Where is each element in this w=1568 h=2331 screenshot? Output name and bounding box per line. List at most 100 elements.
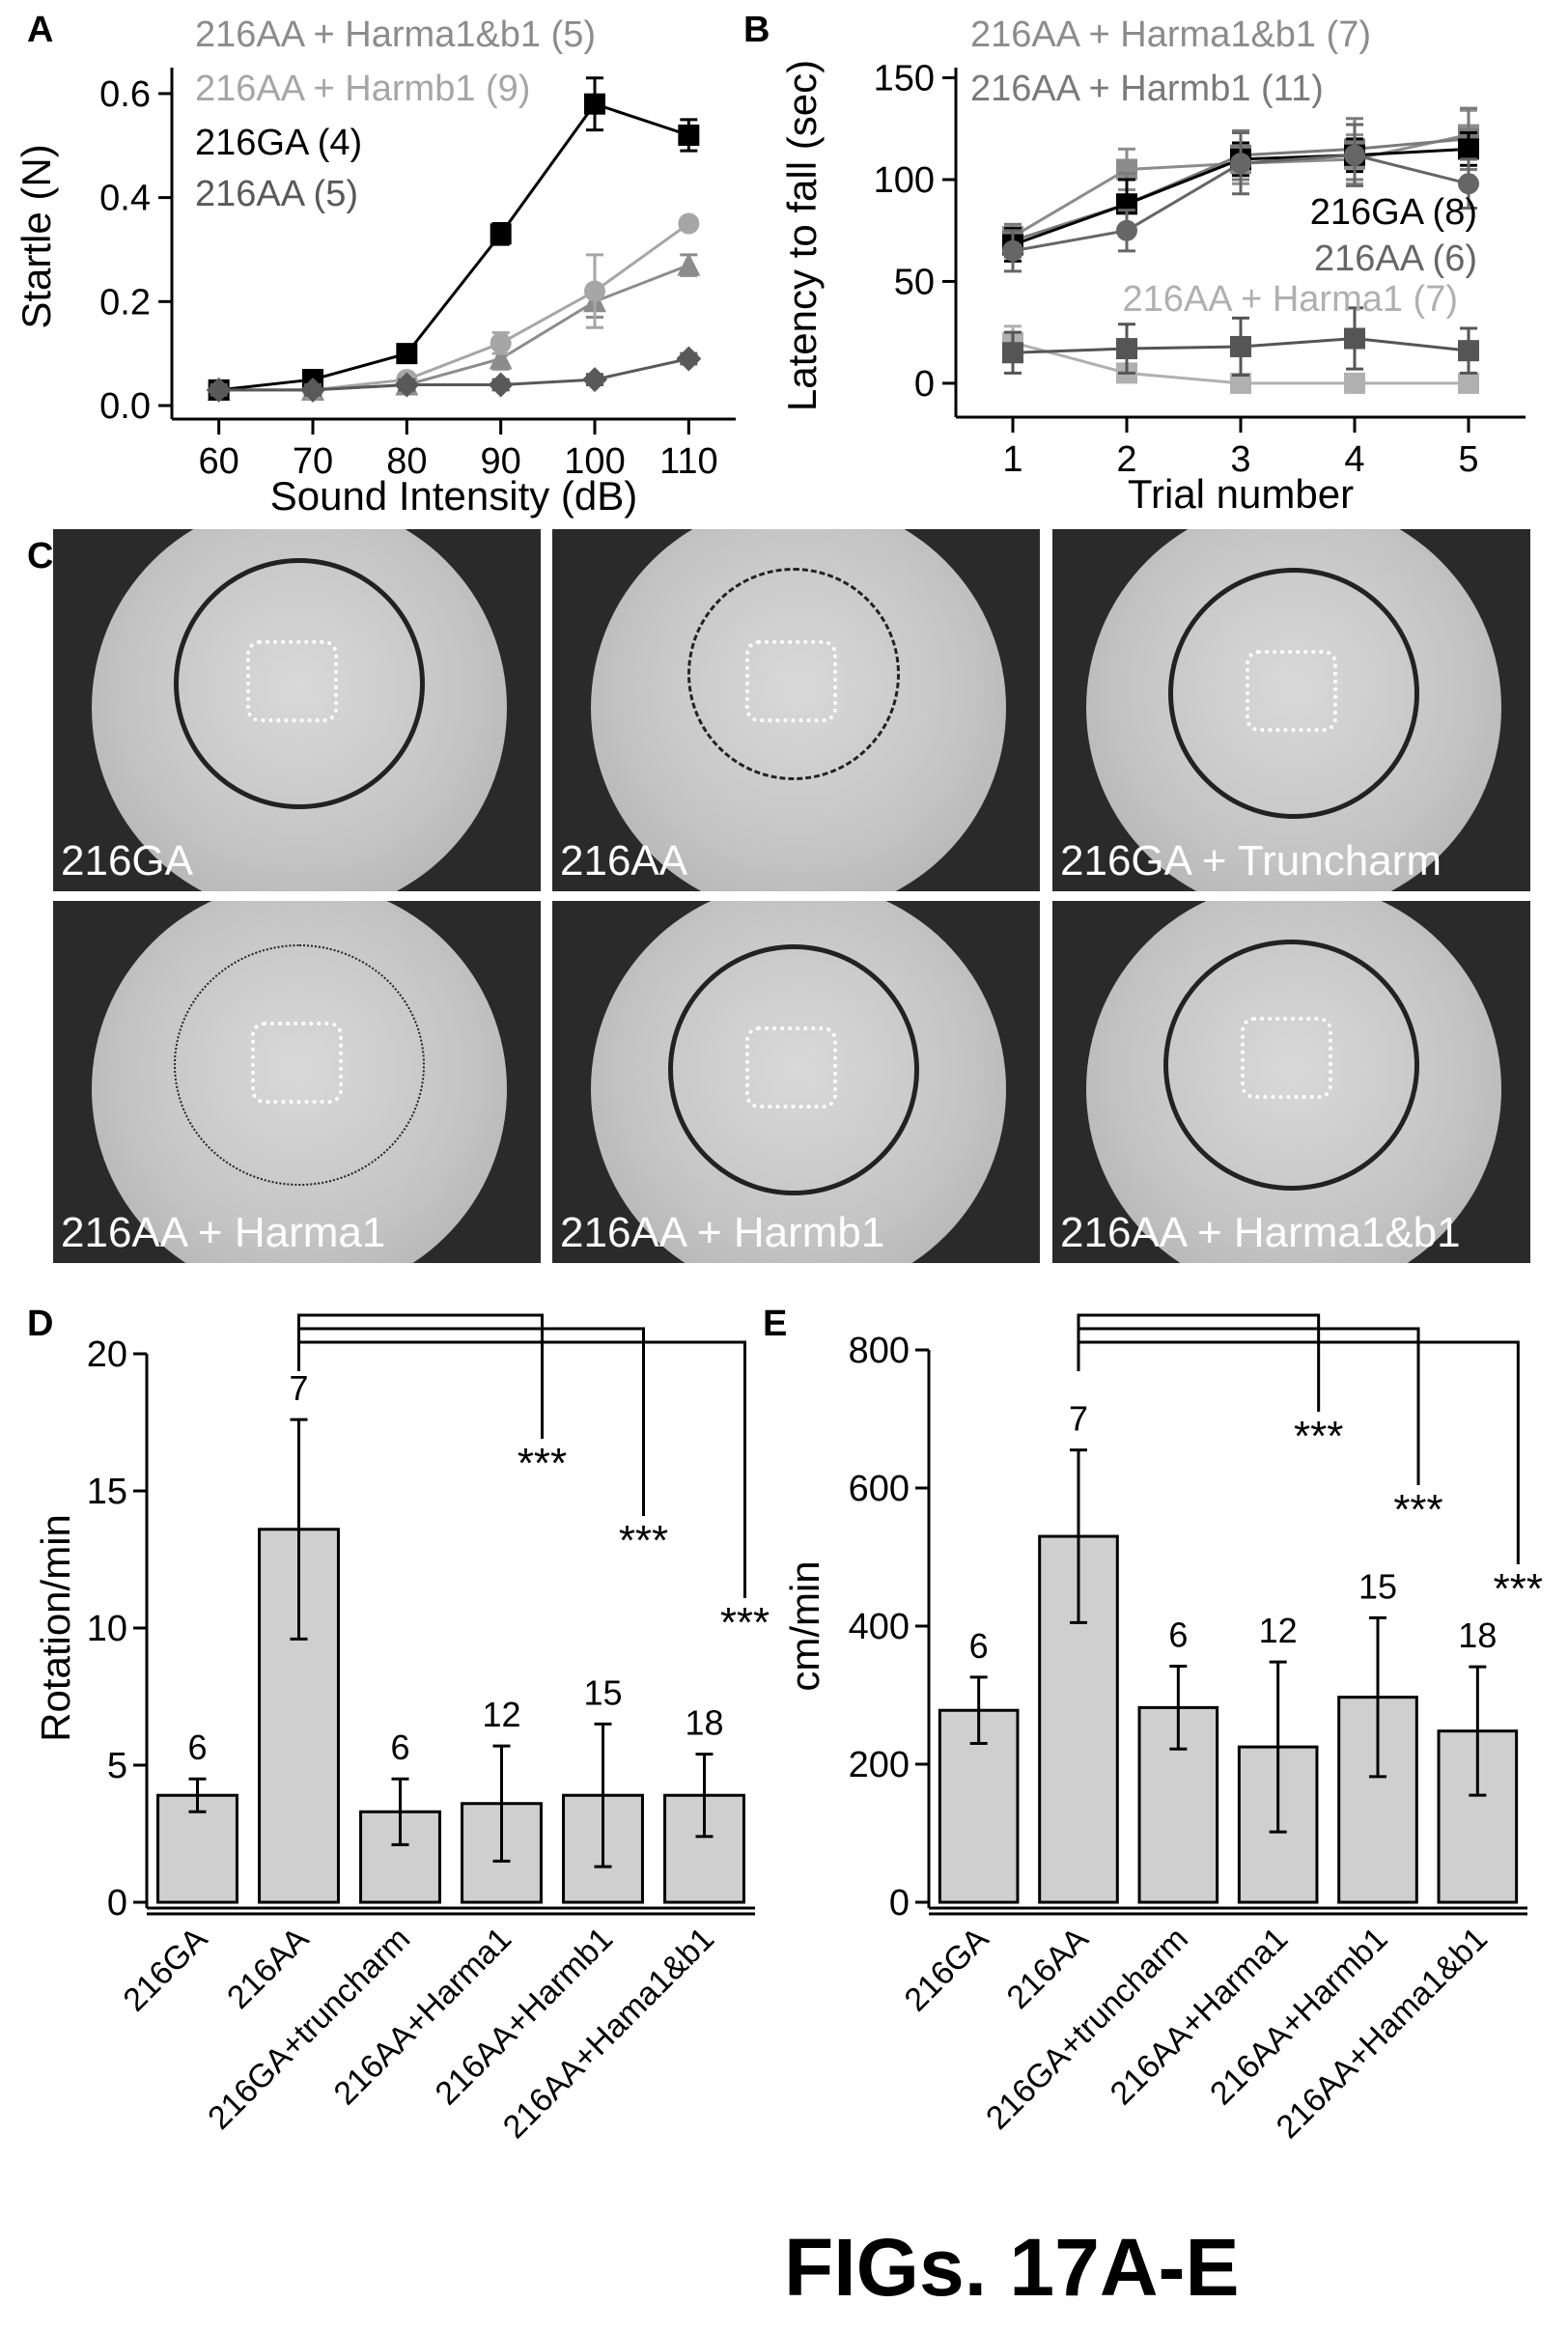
y-tick-label: 0 — [889, 1883, 910, 1924]
error-bar — [1169, 1664, 1188, 1751]
significance-stars: *** — [518, 1440, 567, 1487]
legend-entry: 216AA + Harma1&b1 (5) — [195, 14, 596, 55]
data-point — [1344, 327, 1365, 350]
error-bar — [1070, 1448, 1087, 1624]
photo-caption: 216AA — [560, 837, 688, 885]
photo-caption: 216AA + Harma1 — [61, 1209, 386, 1256]
data-point — [1230, 335, 1251, 357]
y-axis-label: Rotation/min — [33, 1514, 78, 1742]
error-bar — [492, 1744, 511, 1863]
x-tick-label: 216GA — [898, 1921, 996, 2019]
legend-entry: 216AA + Harmb1 (11) — [970, 69, 1324, 109]
error-bar — [1269, 1660, 1287, 1834]
data-point — [677, 252, 701, 276]
x-tick-label: 216AA+Harma1 — [327, 1921, 519, 2113]
open-field-photo: 216GA + Truncharm — [1052, 529, 1530, 891]
series-line — [218, 357, 689, 392]
x-tick-label: 110 — [659, 441, 718, 482]
figure-title: FIGs. 17A-E — [784, 2222, 1240, 2313]
x-tick-label: 216AA+Harma1 — [1104, 1921, 1296, 2113]
data-point — [584, 280, 605, 302]
significance-stars: *** — [1494, 1565, 1543, 1613]
error-bar — [1469, 1665, 1487, 1797]
open-field-photo: 216AA + Harmb1 — [552, 901, 1040, 1263]
error-bar — [1369, 1615, 1386, 1779]
y-tick-label: 20 — [87, 1334, 127, 1375]
data-point — [1344, 144, 1365, 166]
panel-letter-a: A — [27, 10, 54, 50]
x-tick-label: 80 — [386, 441, 427, 482]
data-point — [584, 93, 605, 115]
y-axis-label: Startle (N) — [14, 144, 59, 328]
data-point — [489, 346, 513, 370]
data-point — [396, 343, 418, 365]
x-tick-label: 100 — [564, 441, 625, 482]
y-axis-label: cm/min — [782, 1560, 827, 1691]
error-bar — [594, 1722, 612, 1868]
open-field-photo: 216GA — [53, 529, 541, 891]
data-point — [582, 367, 607, 393]
significance-bracket — [1077, 1340, 1520, 1564]
photo-caption: 216AA + Harma1&b1 — [1060, 1209, 1461, 1256]
open-field-photo: 216AA + Harma1&b1 — [1052, 901, 1530, 1263]
significance-bracket — [297, 1327, 645, 1516]
data-point — [1458, 372, 1479, 394]
data-point — [1116, 219, 1137, 241]
data-point — [678, 212, 700, 235]
y-tick-label: 15 — [87, 1472, 127, 1512]
y-tick-label: 600 — [849, 1469, 910, 1509]
error-bar — [695, 1753, 714, 1839]
significance-stars: *** — [1294, 1413, 1343, 1460]
data-point — [490, 223, 512, 245]
legend-entry: 216AA + Harma1 (7) — [1123, 279, 1458, 320]
sample-size-label: 12 — [1259, 1611, 1298, 1650]
y-tick-label: 200 — [849, 1745, 910, 1785]
x-tick-label: 5 — [1458, 439, 1478, 480]
sample-size-label: 15 — [583, 1672, 622, 1712]
y-axis-label: Latency to fall (sec) — [779, 60, 825, 411]
photo-caption: 216GA — [61, 837, 193, 885]
data-point — [678, 125, 700, 146]
significance-bracket-line — [297, 1340, 746, 1598]
data-point — [1002, 342, 1023, 364]
x-tick-label: 90 — [481, 441, 521, 482]
x-tick-label: 4 — [1344, 439, 1364, 480]
y-tick-label: 50 — [894, 262, 935, 302]
sample-size-label: 6 — [1168, 1615, 1188, 1654]
legend-entry: 216AA (5) — [195, 174, 358, 214]
y-tick-label: 0.2 — [99, 282, 151, 323]
x-tick-label: 60 — [199, 441, 239, 482]
y-tick-label: 0.4 — [99, 179, 151, 219]
y-tick-label: 0.0 — [99, 386, 151, 427]
significance-bracket-line — [297, 1313, 544, 1439]
sample-size-label: 6 — [390, 1727, 409, 1767]
data-point — [676, 346, 702, 372]
series-line — [218, 264, 689, 392]
x-tick-label: 3 — [1230, 439, 1250, 480]
data-point — [300, 377, 325, 403]
significance-bracket-line — [1077, 1327, 1420, 1485]
data-point — [206, 377, 232, 403]
y-tick-label: 100 — [874, 160, 935, 201]
sample-size-label: 7 — [289, 1368, 308, 1408]
data-point — [488, 372, 514, 398]
x-axis-label: Trial number — [1128, 471, 1354, 517]
legend-entry: 216GA (4) — [195, 123, 362, 163]
x-axis-label: Sound Intensity (dB) — [270, 473, 638, 519]
error-bar — [969, 1675, 988, 1746]
open-field-photo-grid: 216GA 216AA 216GA + Truncharm 216AA + Ha… — [53, 529, 1530, 1263]
y-tick-label: 10 — [87, 1609, 127, 1649]
panel-letter-b: B — [743, 10, 770, 50]
y-tick-label: 800 — [849, 1331, 910, 1371]
x-tick-label: 216AA+Harmb1 — [1203, 1921, 1395, 2113]
photo-caption: 216AA + Harmb1 — [560, 1209, 885, 1256]
y-tick-label: 400 — [849, 1607, 910, 1647]
data-point — [1344, 372, 1365, 394]
error-bar — [188, 1777, 207, 1813]
legend-entry: 216AA + Harmb1 (9) — [195, 69, 530, 109]
sample-size-label: 6 — [969, 1626, 989, 1666]
error-bar — [290, 1418, 308, 1641]
sample-size-label: 18 — [685, 1703, 723, 1743]
open-field-photo: 216AA — [552, 529, 1040, 891]
data-point — [1458, 138, 1479, 160]
